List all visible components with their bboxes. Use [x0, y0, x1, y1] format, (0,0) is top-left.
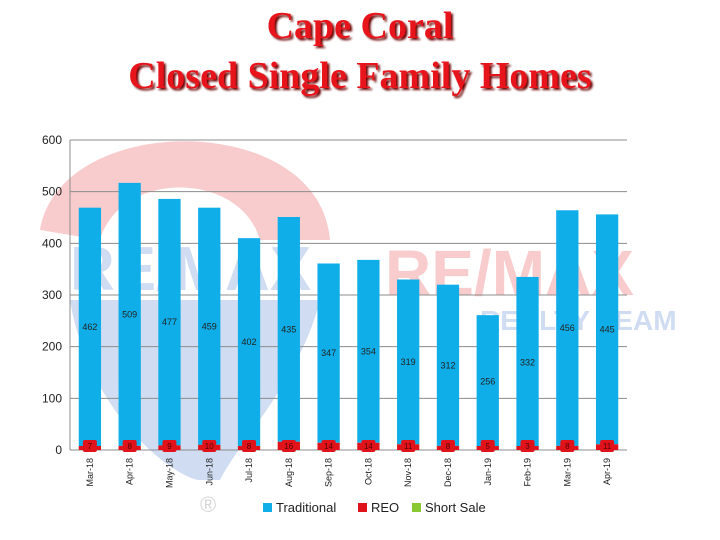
bar-reo-marker	[600, 440, 615, 452]
data-label-traditional: 435	[281, 324, 296, 334]
legend-label: REO	[371, 500, 399, 515]
data-label-traditional: 445	[600, 324, 615, 334]
bar-reo-marker	[520, 440, 535, 452]
data-label-reo: 14	[324, 442, 333, 451]
data-label-traditional: 256	[480, 376, 495, 386]
x-tick-label: Oct-18	[363, 458, 373, 485]
x-tick-label: May-18	[164, 458, 174, 488]
bar-reo-marker	[401, 440, 416, 452]
bar-traditional	[118, 182, 141, 446]
bar-reo-marker	[82, 440, 97, 452]
x-tick-label: Sep-18	[324, 458, 334, 487]
data-label-reo: 9	[167, 442, 172, 451]
data-label-traditional: 332	[520, 358, 535, 368]
data-label-traditional: 312	[440, 360, 455, 370]
data-label-reo: 7	[88, 442, 93, 451]
balloon-shape	[40, 141, 330, 240]
bar-reo-marker	[122, 440, 137, 452]
x-tick-label: Jun-18	[204, 458, 214, 486]
data-label-traditional: 319	[401, 357, 416, 367]
chart-subtitle: Closed Single Family Homes	[128, 55, 592, 97]
data-label-traditional: 354	[361, 346, 376, 356]
legend-label: Traditional	[276, 500, 336, 515]
bar-reo-marker	[321, 440, 336, 452]
bar-traditional	[237, 238, 261, 446]
data-label-reo: 3	[525, 442, 530, 451]
x-tick-label: Jul-18	[244, 458, 254, 483]
bar-traditional	[595, 214, 619, 445]
y-tick-label: 600	[42, 133, 62, 147]
x-tick-label: Feb-19	[523, 458, 533, 487]
watermark-brand-left: RE/MAX	[70, 235, 311, 304]
data-label-reo: 8	[247, 442, 252, 451]
y-tick-label: 400	[42, 236, 62, 250]
legend-swatch	[412, 503, 421, 512]
legend-swatch	[263, 503, 272, 512]
bar-reo-marker	[202, 440, 217, 452]
legend-label: Short Sale	[425, 500, 486, 515]
bar-traditional	[556, 210, 579, 446]
data-label-reo: 16	[284, 442, 293, 451]
x-tick-label: Jan-19	[483, 458, 493, 486]
data-label-traditional: 462	[82, 322, 97, 332]
bar-reo-marker	[281, 440, 296, 452]
data-label-traditional: 347	[321, 348, 336, 358]
y-tick-label: 200	[42, 340, 62, 354]
x-tick-label: Mar-19	[562, 458, 572, 487]
data-label-traditional: 456	[560, 323, 575, 333]
legend-swatch	[358, 503, 367, 512]
bar-reo-marker	[242, 440, 257, 452]
x-tick-label: Apr-18	[125, 458, 135, 485]
data-label-reo: 11	[404, 442, 413, 451]
y-axis-ticks: 0 100 200 300 400 500 600	[42, 133, 62, 457]
watermark-brand-right: RE/MAX	[385, 237, 634, 309]
bar-traditional	[436, 284, 460, 446]
data-label-reo: 11	[603, 442, 612, 451]
bar-traditional	[158, 198, 181, 446]
x-tick-label: Apr-19	[602, 458, 612, 485]
y-tick-label: 300	[42, 288, 62, 302]
y-tick-label: 0	[55, 443, 62, 457]
data-label-reo: 8	[127, 442, 132, 451]
data-label-traditional: 459	[202, 321, 217, 331]
y-tick-label: 100	[42, 391, 62, 405]
bar-traditional	[397, 279, 420, 445]
bar-reo-marker	[480, 440, 495, 452]
data-label-traditional: 402	[242, 337, 257, 347]
legend: Traditional REO Short Sale	[263, 500, 486, 515]
bars: 462 7 509 8 477 9 459 10 402 8 435 16 347 14 354 14 319 1…	[78, 182, 619, 452]
data-label-reo: 5	[486, 442, 491, 451]
bar-traditional	[78, 207, 102, 447]
data-label-reo: 8	[446, 442, 451, 451]
bar-reo-marker	[361, 440, 376, 452]
bar-reo-marker	[560, 440, 575, 452]
data-label-traditional: 477	[162, 317, 177, 327]
y-tick-label: 500	[42, 185, 62, 199]
bar-traditional	[277, 216, 300, 442]
bar-traditional	[357, 259, 380, 443]
x-tick-label: Dec-18	[443, 458, 453, 487]
data-label-reo: 14	[364, 442, 373, 451]
x-axis-ticks: Mar-18 Apr-18 May-18 Jun-18 Jul-18 Aug-18 Sep-…	[85, 458, 612, 488]
data-label-traditional: 509	[122, 309, 137, 319]
chart-title: Cape Coral	[266, 5, 454, 47]
x-tick-label: Nov-18	[403, 458, 413, 487]
bar-traditional	[317, 263, 340, 443]
bar-reo-marker	[440, 440, 455, 452]
x-tick-label: Mar-18	[85, 458, 95, 487]
bar-reo-marker	[162, 440, 177, 452]
watermark-registered: ®	[200, 492, 216, 517]
bar-traditional	[198, 207, 221, 445]
bar-traditional	[516, 276, 539, 449]
data-label-reo: 10	[205, 442, 214, 451]
data-label-reo: 8	[565, 442, 570, 451]
x-tick-label: Aug-18	[284, 458, 294, 487]
bar-traditional	[476, 315, 499, 448]
